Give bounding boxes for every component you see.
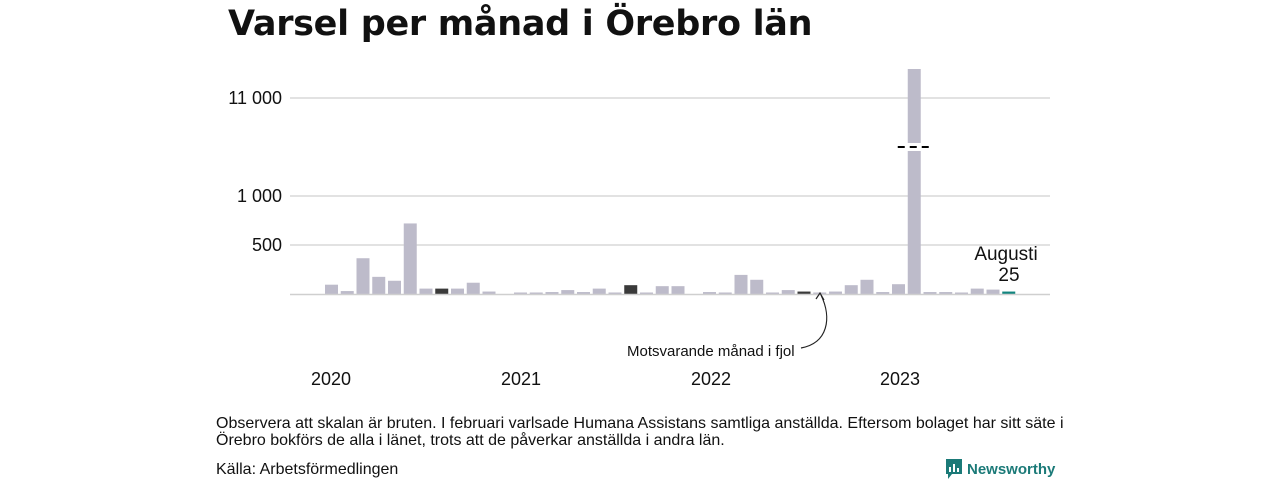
bar-2021-06 [561, 290, 575, 294]
annotation-arrow [800, 294, 828, 349]
bar-2021-09 [608, 292, 622, 294]
bar-2023-03 [892, 284, 905, 294]
bar-2022-04 [718, 292, 732, 294]
bar-2023-06 [939, 292, 953, 294]
bar-2022-05 [734, 274, 748, 294]
year-label-2020: 2020 [311, 369, 351, 389]
x-axis-year-labels: 2020 2021 2022 2023 [311, 369, 920, 389]
bar-2023-02 [876, 292, 890, 294]
year-label-2021: 2021 [501, 369, 541, 389]
footnote: Observera att skalan är bruten. I februa… [216, 415, 1064, 449]
annotation-arrowhead [815, 291, 825, 301]
bar-2020-05 [356, 258, 370, 294]
bar-2023-08 [970, 288, 984, 294]
bar-2020-04 [340, 291, 354, 294]
bar-2023-04 [907, 69, 921, 294]
bar-2021-07 [577, 292, 590, 294]
last-value-label: 25 [998, 265, 1019, 286]
bars [325, 69, 1016, 294]
bar-2022-11 [829, 291, 842, 294]
bar-2021-04 [529, 292, 543, 294]
bar-2021-03 [514, 292, 527, 294]
bar-2022-01 [671, 286, 685, 294]
bar-2021-05 [545, 292, 559, 294]
bar-2020-09 [419, 288, 433, 294]
year-label-2023: 2023 [880, 369, 920, 389]
gridlines [290, 97, 1050, 246]
bar-2020-10 [435, 288, 449, 294]
chart-title: Varsel per månad i Örebro län [228, 4, 813, 44]
bar-2023-07 [955, 292, 968, 294]
bar-2020-07 [388, 280, 401, 294]
bar-2023-10 [1002, 291, 1016, 294]
bar-2020-11 [451, 288, 464, 294]
bar-2022-03 [703, 292, 716, 294]
y-tick-label: 500 [252, 235, 282, 255]
bar-2022-09 [797, 291, 811, 294]
bar-2021-08 [592, 288, 606, 294]
bar-2022-12 [844, 285, 858, 294]
y-tick-label: 11 000 [228, 88, 282, 108]
axis-break-marker [897, 143, 931, 151]
bar-2023-05 [923, 292, 937, 294]
bar-2023-01 [860, 279, 874, 294]
bar-2021-10 [624, 285, 638, 294]
brand-logo: Newsworthy [945, 458, 1055, 480]
bar-2020-06 [372, 276, 386, 294]
y-axis-ticks: 500 1 000 11 000 [228, 88, 282, 255]
bar-2022-08 [781, 290, 795, 294]
bar-2023-09 [986, 289, 1000, 294]
source-label: Källa: Arbetsförmedlingen [216, 461, 399, 478]
bar-2020-03 [325, 284, 338, 294]
bar-2022-07 [766, 292, 779, 294]
year-label-2022: 2022 [691, 369, 731, 389]
newsworthy-logo-icon [946, 459, 962, 479]
bar-2021-12 [655, 286, 669, 294]
same-month-annotation: Motsvarande månad i fjol [627, 343, 795, 360]
bar-2020-08 [403, 223, 417, 294]
y-tick-label: 1 000 [237, 186, 282, 206]
bar-2022-06 [750, 279, 764, 294]
bar-2020-12 [466, 282, 480, 294]
bar-2021-01 [482, 291, 496, 294]
bar-2021-11 [640, 292, 653, 294]
brand-name: Newsworthy [967, 460, 1056, 478]
last-month-label: Augusti [974, 244, 1037, 265]
